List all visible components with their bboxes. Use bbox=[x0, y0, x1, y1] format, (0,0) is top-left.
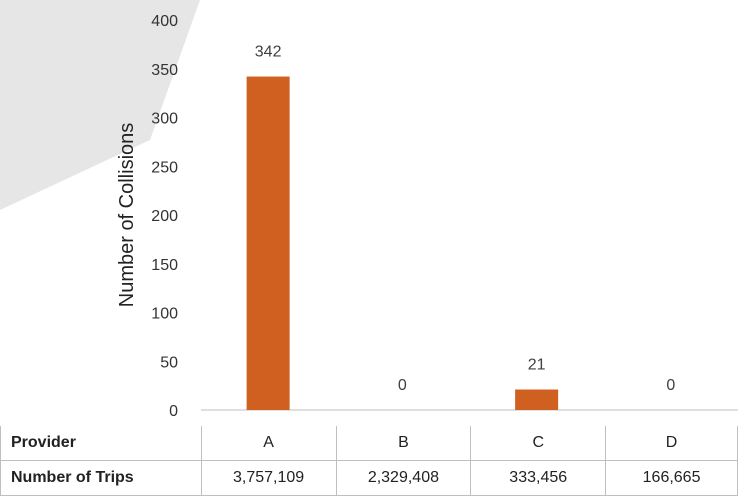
provider-cell: A bbox=[200, 426, 337, 461]
y-tick-label: 200 bbox=[151, 208, 178, 225]
y-tick-label: 300 bbox=[151, 111, 178, 128]
y-tick-label: 0 bbox=[169, 403, 178, 420]
provider-cell: C bbox=[470, 426, 607, 461]
decorative-swoosh bbox=[0, 0, 200, 210]
y-tick-label: 250 bbox=[151, 159, 178, 176]
data-label: 0 bbox=[398, 377, 407, 394]
trips-row: Number of Trips 3,757,109 2,329,408 333,… bbox=[0, 460, 738, 496]
provider-row-header: Provider bbox=[0, 426, 202, 461]
data-labels: 342 0 21 0 bbox=[255, 44, 676, 394]
data-label: 0 bbox=[666, 377, 675, 394]
provider-row: Provider A B C D bbox=[0, 426, 738, 461]
bar-a bbox=[246, 76, 290, 411]
data-label: 342 bbox=[255, 44, 282, 61]
y-tick-label: 50 bbox=[160, 354, 178, 371]
collisions-bar-chart: Number of Collisions 0 50 100 150 200 250 300 3… bbox=[116, 13, 738, 420]
y-tick-label: 150 bbox=[151, 257, 178, 274]
y-axis-label: Number of Collisions bbox=[116, 123, 138, 308]
y-axis-ticks: 0 50 100 150 200 250 300 350 400 bbox=[151, 13, 178, 420]
provider-cell: D bbox=[605, 426, 738, 461]
trips-cell: 333,456 bbox=[470, 460, 607, 496]
bars bbox=[246, 76, 559, 411]
trips-row-header: Number of Trips bbox=[0, 460, 202, 496]
y-tick-label: 400 bbox=[151, 13, 178, 30]
trips-cell: 2,329,408 bbox=[335, 460, 472, 496]
trips-cell: 166,665 bbox=[605, 460, 738, 496]
data-label: 21 bbox=[528, 357, 546, 374]
data-table: Provider A B C D Number of Trips 3,757,1… bbox=[0, 426, 738, 496]
y-tick-label: 100 bbox=[151, 306, 178, 323]
provider-cell: B bbox=[335, 426, 472, 461]
y-tick-label: 350 bbox=[151, 62, 178, 79]
bar-c bbox=[515, 389, 559, 410]
trips-cell: 3,757,109 bbox=[200, 460, 337, 496]
